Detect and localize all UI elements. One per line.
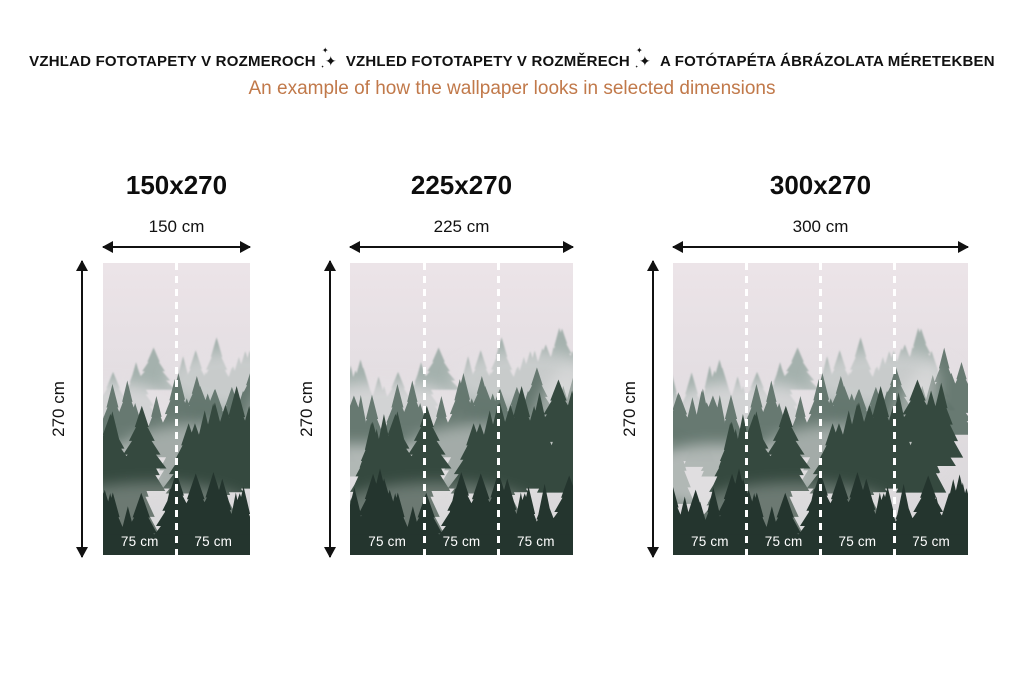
segment-width-label: 75 cm (690, 534, 729, 549)
segment-width-label: 75 cm (838, 534, 877, 549)
wallpaper-image: 75 cm 75 cm (103, 263, 250, 555)
panel-title: 150x270 (125, 170, 228, 200)
panel-seam-divider (745, 263, 749, 555)
segment-width-label: 75 cm (442, 534, 481, 549)
height-measure-arrow (324, 260, 336, 558)
segment-width-label: 75 cm (516, 534, 555, 549)
height-measure-arrow (647, 260, 659, 558)
width-measure-arrow (672, 241, 969, 253)
width-measure-label: 225 cm (433, 217, 490, 236)
sparkle-icon: ✦ (635, 47, 654, 70)
sparkle-icon: ✦ (321, 47, 340, 70)
misty-forest-image (350, 263, 573, 555)
wallpaper-image: 75 cm 75 cm 75 cm 75 cm (673, 263, 968, 555)
panel-seam-divider (497, 263, 501, 555)
misty-forest-image (103, 263, 250, 555)
width-measure-arrow (102, 241, 251, 253)
panel-title: 300x270 (769, 170, 872, 200)
header-title-segment: A FOTÓTAPÉTA ÁBRÁZOLATA MÉRETEKBEN (659, 52, 995, 70)
segment-width-label: 75 cm (912, 534, 950, 549)
panel-seam-divider (892, 263, 896, 555)
segment-width-label: 75 cm (194, 534, 233, 549)
width-measure-arrow (349, 241, 574, 253)
panel-seam-divider (175, 263, 178, 555)
misty-forest-image (673, 263, 968, 555)
panel-seam-divider (422, 263, 426, 555)
header-title-segment: VZHLED FOTOTAPETY V ROZMĚRECH (345, 52, 630, 70)
panel-title: 225x270 (410, 170, 513, 200)
width-measure-label: 300 cm (792, 217, 849, 236)
segment-width-label: 75 cm (764, 534, 803, 549)
width-measure-label: 150 cm (148, 217, 205, 236)
height-measure-arrow (76, 260, 88, 558)
segment-width-label: 75 cm (120, 534, 159, 549)
segment-width-label: 75 cm (368, 534, 407, 549)
wallpaper-image: 75 cm 75 cm 75 cm (350, 263, 573, 555)
panel-seam-divider (819, 263, 822, 555)
header-title: VZHĽAD FOTOTAPETY V ROZMEROCH ✦ VZHLED F… (0, 47, 1024, 70)
header-subtitle: An example of how the wallpaper looks in… (248, 78, 776, 99)
header-title-segment: VZHĽAD FOTOTAPETY V ROZMEROCH (29, 52, 316, 70)
